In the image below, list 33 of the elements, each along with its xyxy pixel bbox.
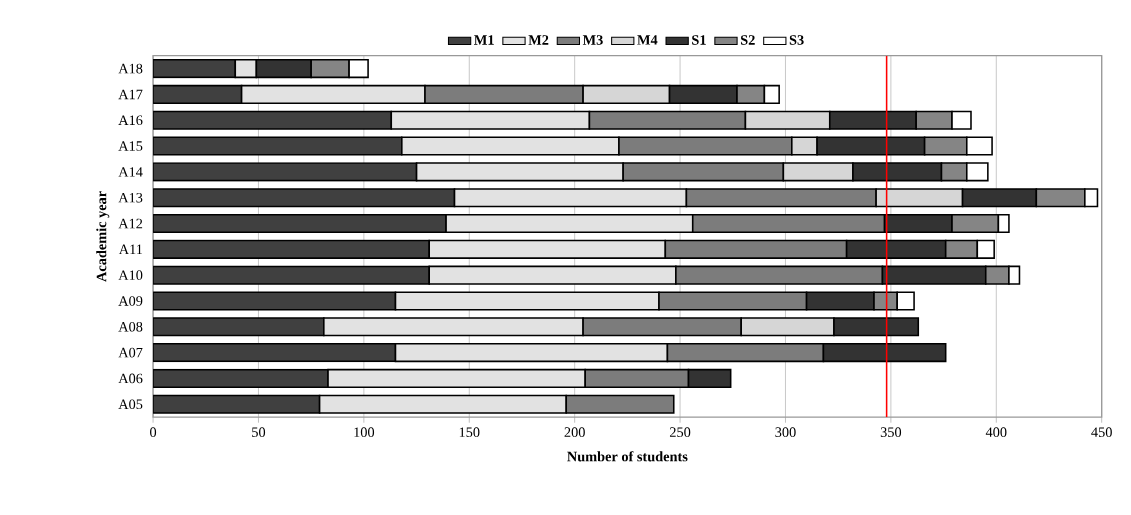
- y-tick-label: A17: [118, 89, 143, 100]
- y-tick-label: A13: [118, 192, 143, 203]
- x-tick-label: 150: [459, 427, 480, 438]
- x-tick-label: 350: [880, 427, 902, 438]
- y-tick-label: A18: [118, 63, 143, 74]
- y-tick-label: A08: [118, 322, 143, 332]
- y-tick-label: A16: [118, 115, 143, 126]
- legend-label: M4: [637, 35, 658, 45]
- x-tick-label: 200: [564, 427, 585, 438]
- x-tick-label: 0: [150, 427, 157, 438]
- x-axis-title: Number of students: [567, 451, 688, 462]
- x-tick-label: 100: [354, 427, 375, 438]
- legend-label: M3: [582, 35, 603, 45]
- y-tick-label: A11: [118, 244, 143, 255]
- x-tick-label: 250: [669, 427, 691, 438]
- legend-label: S2: [740, 35, 755, 45]
- y-tick-label: A06: [118, 373, 143, 384]
- y-tick-label: A09: [118, 296, 143, 306]
- y-tick-label: A12: [118, 218, 143, 229]
- legend-label: S1: [692, 35, 706, 45]
- legend-label: S3: [789, 35, 804, 45]
- legend-label: M1: [474, 35, 494, 45]
- x-tick-label: 300: [775, 427, 796, 438]
- y-tick-label: A07: [118, 347, 143, 358]
- y-axis-title: Academic year: [96, 191, 110, 282]
- y-tick-label: A14: [118, 167, 143, 177]
- y-tick-label: A05: [118, 399, 143, 410]
- x-tick-label: 50: [252, 427, 266, 438]
- y-tick-label: A15: [118, 141, 143, 151]
- x-tick-label: 400: [985, 427, 1007, 438]
- legend-label: M2: [528, 35, 549, 45]
- y-tick-label: A10: [118, 270, 143, 281]
- x-tick-label: 450: [1091, 427, 1112, 438]
